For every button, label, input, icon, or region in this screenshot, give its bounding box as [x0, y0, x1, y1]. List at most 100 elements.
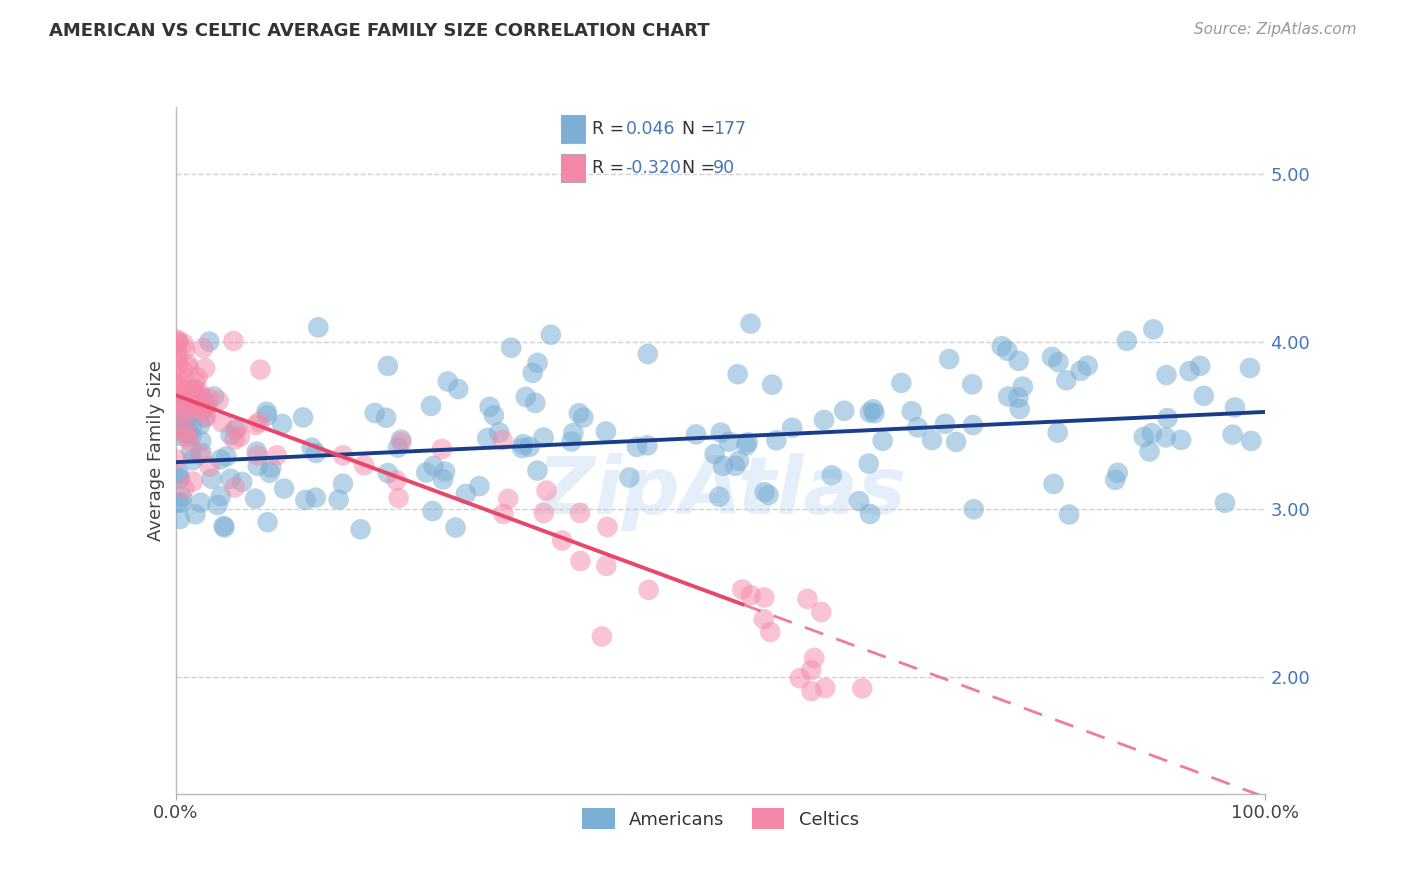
- Point: [709, 490, 731, 504]
- Point: [167, 467, 190, 481]
- Point: [209, 489, 232, 503]
- Point: [226, 421, 249, 435]
- Point: [492, 507, 515, 521]
- Point: [180, 388, 202, 402]
- Point: [167, 393, 190, 408]
- Point: [166, 401, 188, 415]
- Point: [183, 382, 205, 396]
- Text: N =: N =: [682, 120, 716, 137]
- Point: [166, 333, 188, 347]
- Point: [190, 446, 212, 460]
- Point: [166, 452, 188, 467]
- Point: [945, 434, 967, 449]
- Y-axis label: Average Family Size: Average Family Size: [146, 360, 165, 541]
- Point: [522, 366, 544, 380]
- Point: [176, 357, 198, 371]
- Point: [190, 390, 212, 404]
- Point: [501, 341, 523, 355]
- Point: [180, 429, 202, 443]
- Point: [569, 554, 592, 568]
- Point: [572, 410, 595, 425]
- Point: [859, 405, 882, 419]
- Point: [364, 406, 387, 420]
- Point: [166, 350, 188, 364]
- Point: [858, 457, 880, 471]
- Point: [387, 441, 409, 455]
- Point: [526, 356, 548, 370]
- Point: [166, 404, 188, 418]
- Point: [759, 625, 782, 640]
- Point: [256, 515, 278, 529]
- Point: [1140, 426, 1163, 441]
- Point: [195, 409, 218, 424]
- FancyBboxPatch shape: [561, 114, 585, 143]
- Point: [167, 422, 190, 436]
- Point: [377, 359, 399, 373]
- Point: [1132, 430, 1154, 444]
- Point: [173, 402, 195, 417]
- Text: ZipAtlas: ZipAtlas: [536, 452, 905, 531]
- Point: [1170, 433, 1192, 447]
- Point: [169, 429, 191, 443]
- Point: [731, 582, 754, 597]
- Point: [796, 591, 818, 606]
- Point: [305, 491, 328, 505]
- Point: [737, 435, 759, 450]
- Point: [184, 508, 207, 522]
- Point: [294, 492, 316, 507]
- Point: [188, 448, 211, 462]
- Point: [491, 433, 513, 447]
- Point: [735, 438, 758, 452]
- Point: [174, 422, 197, 436]
- Point: [332, 448, 354, 462]
- Point: [174, 425, 197, 440]
- Point: [934, 417, 956, 431]
- Point: [814, 681, 837, 695]
- Point: [166, 377, 188, 392]
- Point: [907, 420, 929, 434]
- Point: [174, 343, 197, 357]
- Point: [1115, 334, 1137, 348]
- Point: [1222, 427, 1244, 442]
- Point: [482, 409, 505, 423]
- Point: [224, 433, 246, 447]
- Point: [900, 404, 922, 418]
- Point: [740, 317, 762, 331]
- Point: [1077, 359, 1099, 373]
- Point: [180, 397, 202, 411]
- Legend: Americans, Celtics: Americans, Celtics: [575, 801, 866, 837]
- Point: [420, 399, 443, 413]
- Point: [273, 482, 295, 496]
- Point: [219, 472, 242, 486]
- Point: [271, 417, 294, 431]
- Point: [375, 410, 398, 425]
- Point: [224, 480, 246, 494]
- Point: [515, 390, 537, 404]
- Text: Source: ZipAtlas.com: Source: ZipAtlas.com: [1194, 22, 1357, 37]
- Point: [1042, 477, 1064, 491]
- Point: [167, 406, 190, 420]
- Point: [526, 464, 548, 478]
- Point: [685, 427, 707, 442]
- Point: [820, 468, 842, 483]
- Point: [256, 409, 278, 423]
- Point: [710, 425, 733, 440]
- Point: [177, 405, 200, 419]
- Point: [180, 443, 202, 458]
- Point: [1239, 361, 1261, 376]
- Point: [229, 430, 252, 444]
- Point: [636, 438, 658, 452]
- Point: [202, 389, 225, 403]
- Point: [187, 370, 209, 384]
- Point: [1011, 379, 1033, 393]
- Point: [488, 425, 510, 440]
- Point: [800, 663, 823, 677]
- Text: -0.320: -0.320: [626, 159, 682, 178]
- Point: [332, 476, 354, 491]
- Point: [167, 395, 190, 409]
- Point: [207, 498, 229, 512]
- Point: [181, 475, 204, 489]
- Point: [166, 376, 188, 390]
- Point: [496, 491, 519, 506]
- Point: [728, 454, 751, 468]
